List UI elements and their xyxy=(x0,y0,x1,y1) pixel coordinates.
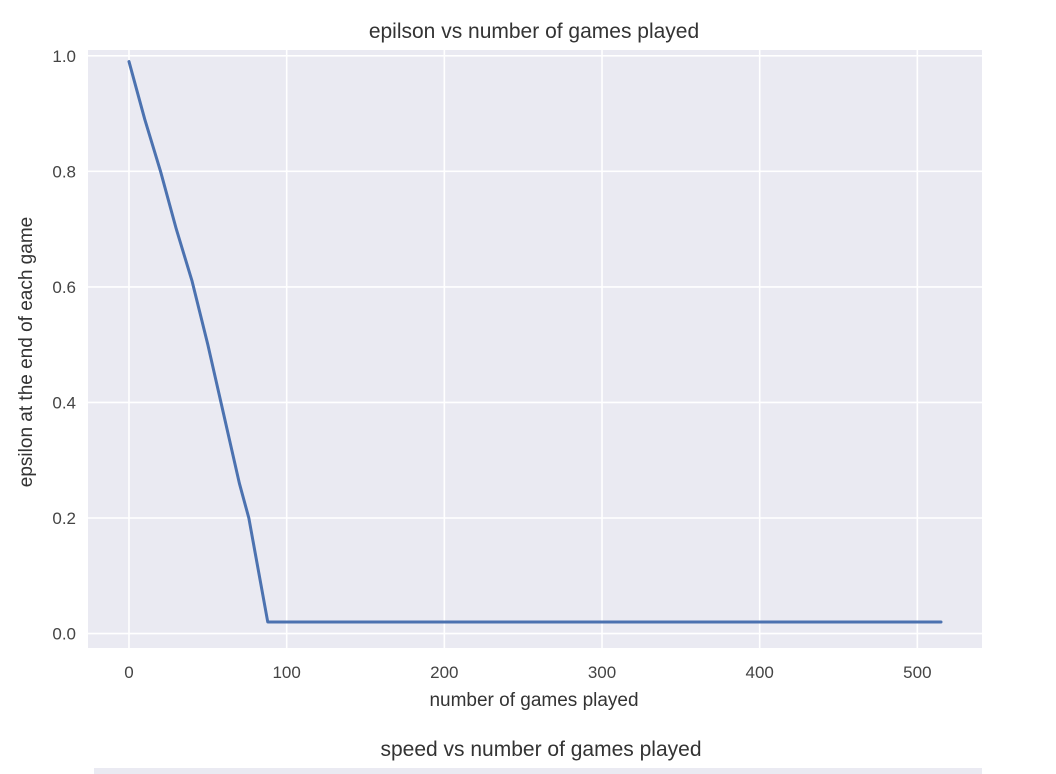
x-axis-label: number of games played xyxy=(429,690,638,711)
x-tick-label: 100 xyxy=(272,663,300,682)
plot-area xyxy=(88,50,982,648)
chart-title: epilson vs number of games played xyxy=(369,20,699,43)
y-tick-labels: 0.0 0.2 0.4 0.6 0.8 1.0 xyxy=(52,47,76,644)
epsilon-series-line xyxy=(127,60,943,624)
second-chart-title: speed vs number of games played xyxy=(380,738,701,761)
y-tick-label: 0.6 xyxy=(52,278,76,297)
x-tick-label: 400 xyxy=(745,663,773,682)
second-plot-area xyxy=(94,768,982,774)
y-tick-label: 0.0 xyxy=(52,625,76,644)
y-tick-label: 1.0 xyxy=(52,47,76,66)
x-tick-label: 500 xyxy=(903,663,931,682)
x-tick-labels: 0 100 200 300 400 500 xyxy=(124,663,931,682)
x-tick-label: 300 xyxy=(588,663,616,682)
grid-lines xyxy=(88,50,982,648)
y-tick-label: 0.4 xyxy=(52,393,76,412)
y-tick-label: 0.8 xyxy=(52,162,76,181)
y-tick-label: 0.2 xyxy=(52,509,76,528)
y-axis-label: epsilon at the end of each game xyxy=(16,217,37,487)
x-tick-label: 200 xyxy=(430,663,458,682)
x-tick-label: 0 xyxy=(124,663,133,682)
